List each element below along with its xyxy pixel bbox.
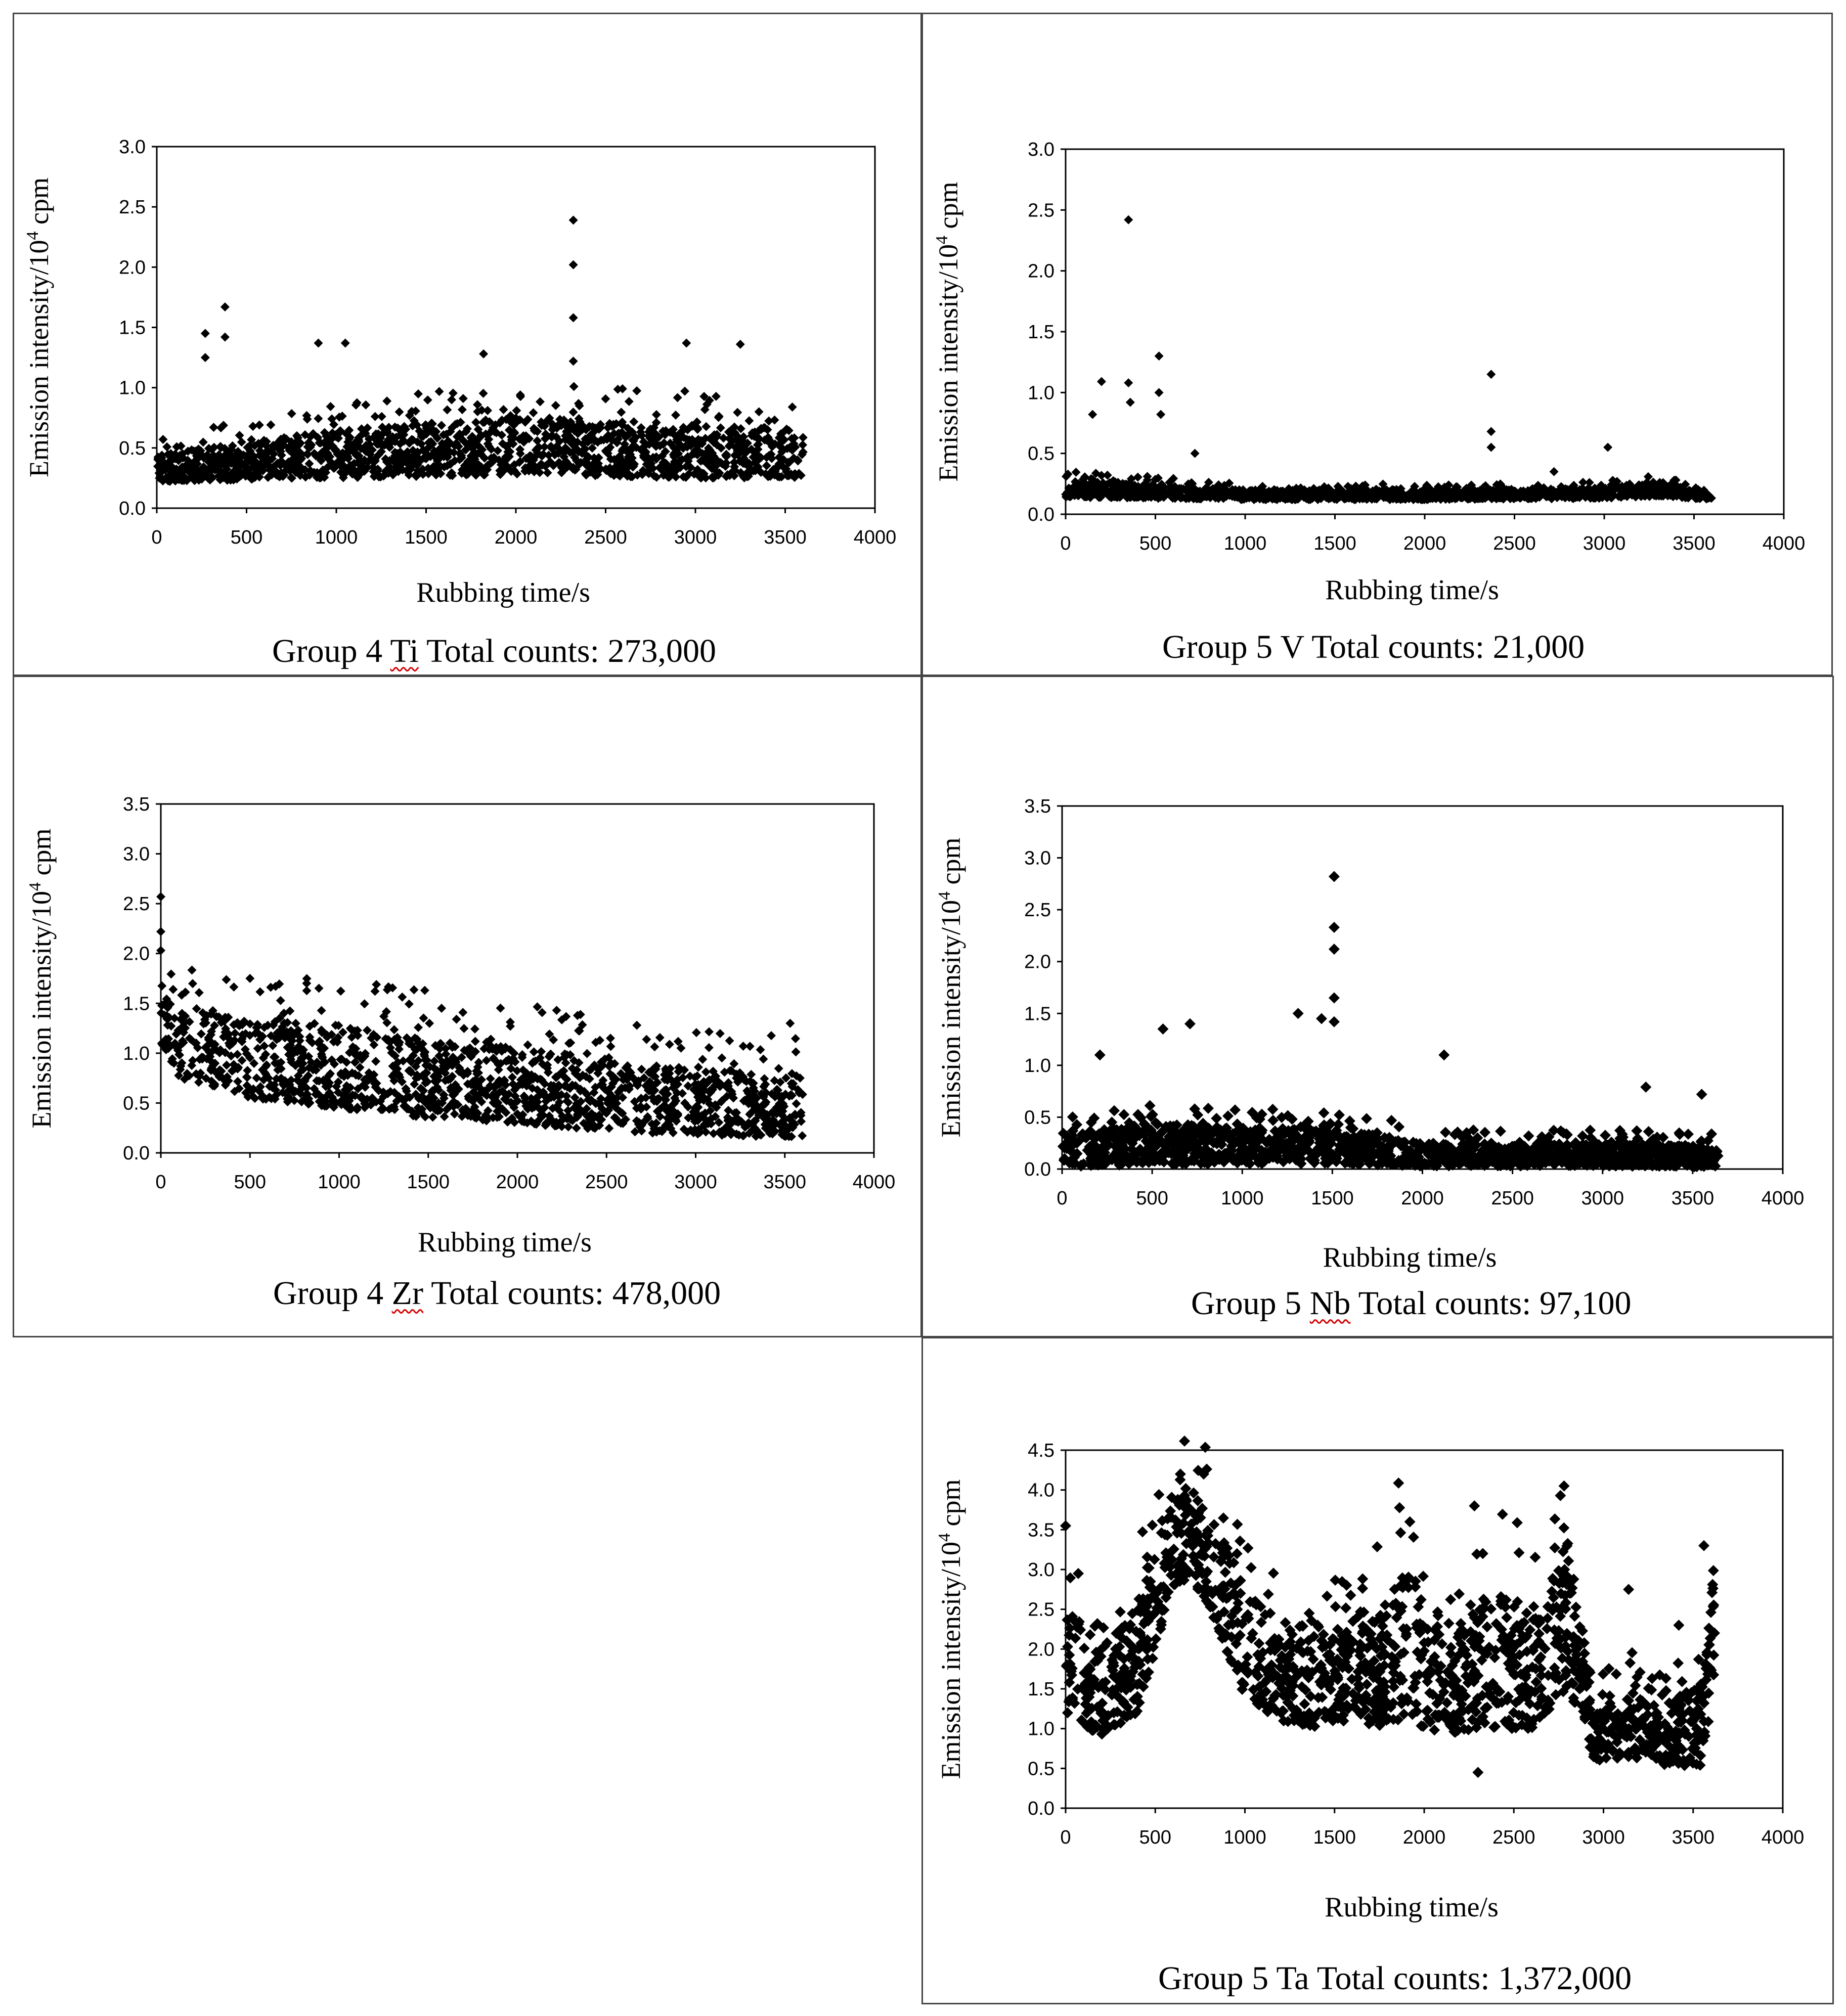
caption-zr: Group 4 Zr Total counts: 478,000 [273, 1274, 721, 1313]
caption-element: V [1280, 629, 1304, 665]
caption-ti: Group 4 Ti Total counts: 273,000 [272, 632, 716, 670]
caption-group: Group 4 [272, 633, 383, 669]
caption-element: Zr [391, 1275, 423, 1312]
chart-panel-ti [13, 13, 922, 676]
caption-counts: Total counts: 21,000 [1311, 629, 1585, 665]
chart-panel-zr [13, 676, 922, 1337]
chart-panel-v [921, 13, 1833, 676]
caption-v: Group 5 V Total counts: 21,000 [1162, 628, 1585, 666]
caption-counts: Total counts: 273,000 [426, 633, 716, 669]
chart-panel-nb [921, 676, 1834, 1337]
caption-element: Ti [390, 633, 419, 669]
caption-group: Group 5 [1162, 629, 1273, 665]
caption-counts: Total counts: 478,000 [431, 1275, 721, 1312]
caption-group: Group 4 [273, 1275, 384, 1312]
